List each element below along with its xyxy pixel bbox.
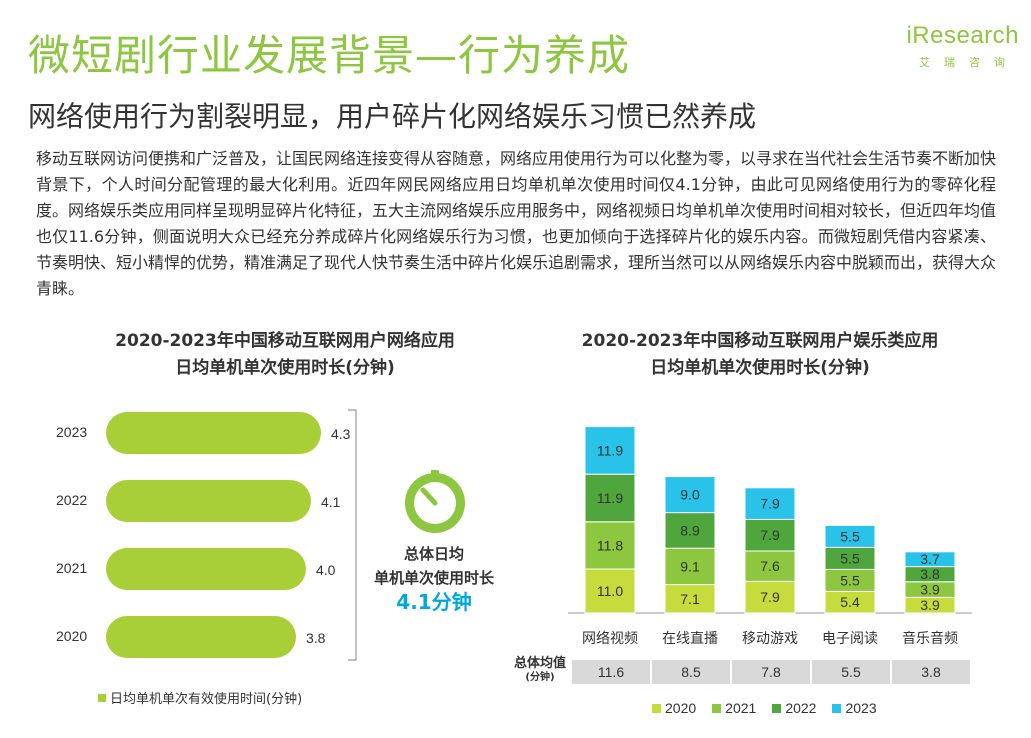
page-title: 微短剧行业发展背景—行为养成 — [28, 31, 631, 80]
category-label: 电子阅读 — [822, 631, 878, 647]
logo-main-text: iResearch — [906, 22, 1019, 49]
segment-value-label: 3.9 — [920, 582, 940, 598]
legend-swatch — [772, 703, 782, 713]
overall-average-value: 4.1分钟 — [396, 590, 472, 614]
stacked-bar-segment — [584, 426, 636, 475]
stacked-bar-segment — [904, 551, 956, 568]
average-cell: 7.8 — [732, 660, 810, 684]
left-chart-year-label: 2023 — [56, 424, 88, 440]
average-row-label: 总体均值 (分钟) — [508, 657, 572, 685]
category-label: 音乐音频 — [902, 631, 958, 647]
average-cell: 3.8 — [892, 660, 970, 684]
category-label: 网络视频 — [582, 631, 638, 647]
logo-sub-text: 艾瑞咨询 — [919, 56, 1019, 69]
stacked-bar-segment — [824, 524, 876, 548]
right-legend: 2020 2021 2022 2023 — [652, 700, 877, 716]
stacked-bar-segment — [664, 512, 716, 549]
legend-item: 2020 — [652, 700, 696, 716]
average-row: 11.6 8.5 7.8 5.5 3.8 — [572, 660, 972, 684]
stacked-bar-segment — [744, 487, 796, 520]
average-cell: 5.5 — [812, 660, 890, 684]
segment-value-label: 7.9 — [760, 589, 780, 605]
left-chart-bar — [106, 412, 321, 454]
left-chart-bar — [106, 548, 306, 590]
left-legend: 日均单机单次有效使用时间(分钟) — [98, 688, 302, 707]
left-chart-value-label: 4.1 — [321, 494, 341, 510]
legend-item: 2023 — [832, 700, 877, 716]
bracket-divider — [348, 409, 357, 661]
left-chart-bar — [106, 616, 296, 658]
segment-value-label: 5.5 — [840, 572, 860, 588]
legend-label: 2023 — [845, 700, 877, 716]
segment-value-label: 11.0 — [597, 583, 623, 599]
legend-item: 2022 — [772, 700, 816, 716]
category-labels: 网络视频 在线直播 移动游戏 电子阅读 音乐音频 — [560, 628, 1000, 650]
category-label: 在线直播 — [662, 631, 718, 647]
stacked-bar-segment — [664, 547, 716, 586]
segment-value-label: 3.9 — [920, 597, 940, 613]
legend-swatch — [832, 703, 842, 713]
page-subtitle: 网络使用行为割裂明显，用户碎片化网络娱乐习惯已然养成 — [28, 100, 757, 133]
stacked-bar-segment — [744, 518, 796, 552]
average-label: 总体均值 — [513, 656, 566, 671]
right-chart-title-line2: 日均单机单次使用时长(分钟) — [650, 358, 870, 378]
legend-swatch — [652, 703, 661, 713]
stacked-bar-chart: 11.0 11.8 11.9 11.9 7.1 9.1 8.9 9.0 7.9 7.6 7.9 7.9… — [568, 426, 972, 614]
segment-value-label: 7.9 — [760, 496, 780, 512]
left-legend-label: 日均单机单次有效使用时间(分钟) — [110, 692, 303, 707]
stacked-bar-segment — [584, 521, 636, 570]
left-chart-title-line1: 2020-2023年中国移动互联网用户网络应用 — [115, 331, 455, 351]
stacked-bar-segment — [664, 476, 716, 514]
iresearch-logo: iResearch 艾瑞咨询 — [906, 22, 1019, 70]
left-chart-bar — [106, 480, 311, 522]
right-chart-title: 2020-2023年中国移动互联网用户娱乐类应用 日均单机单次使用时长(分钟) — [555, 328, 965, 382]
average-cell: 11.6 — [572, 660, 650, 684]
segment-value-label: 7.6 — [760, 558, 780, 574]
left-chart-value-label: 4.0 — [316, 562, 336, 578]
overall-average-line1: 总体日均 — [403, 545, 464, 563]
left-chart-value-label: 3.8 — [306, 630, 326, 646]
clock-icon — [405, 470, 465, 533]
overall-average-box: 总体日均 单机单次使用时长 4.1分钟 — [354, 542, 514, 614]
segment-value-label: 9.0 — [680, 487, 700, 503]
left-chart-value-label: 4.3 — [331, 426, 351, 442]
segment-value-label: 5.5 — [840, 528, 860, 544]
category-label: 移动游戏 — [742, 631, 798, 647]
legend-label: 2021 — [725, 700, 757, 716]
segment-value-label: 7.9 — [760, 527, 780, 543]
stacked-bar-segment — [584, 473, 636, 523]
right-chart-title-line1: 2020-2023年中国移动互联网用户娱乐类应用 — [581, 331, 939, 351]
segment-value-label: 11.8 — [597, 537, 623, 553]
segment-value-label: 8.9 — [680, 522, 700, 538]
segment-value-label: 3.7 — [920, 551, 940, 567]
legend-swatch — [712, 703, 722, 713]
average-cell: 8.5 — [652, 660, 730, 684]
stacked-bar-segment — [744, 550, 796, 582]
legend-label: 2022 — [785, 700, 817, 716]
segment-value-label: 11.9 — [597, 442, 623, 458]
left-chart-title-line2: 日均单机单次使用时长(分钟) — [175, 358, 395, 378]
segment-value-label: 9.1 — [680, 558, 700, 574]
segment-value-label: 7.1 — [680, 591, 700, 607]
average-unit: (分钟) — [525, 672, 555, 683]
overall-average-line2: 单机单次使用时长 — [373, 569, 494, 587]
body-paragraph: 移动互联网访问便携和广泛普及，让国民网络连接变得从容随意，网络应用使用行为可以化… — [36, 149, 997, 298]
segment-value-label: 5.5 — [840, 550, 860, 566]
stacked-bar-segment — [584, 568, 636, 614]
segment-value-label: 5.4 — [840, 594, 860, 610]
stacked-bar-segment — [664, 584, 716, 614]
left-bar-chart: 2023 4.3 2022 4.1 2021 4.0 2020 3.8 — [0, 400, 360, 670]
legend-label: 2020 — [665, 700, 697, 716]
legend-item: 2021 — [712, 700, 756, 716]
left-chart-year-label: 2021 — [56, 560, 88, 576]
left-legend-swatch — [98, 693, 106, 702]
segment-value-label: 3.8 — [920, 566, 940, 582]
left-chart-year-label: 2020 — [56, 628, 88, 644]
left-chart-title: 2020-2023年中国移动互联网用户网络应用 日均单机单次使用时长(分钟) — [80, 328, 490, 382]
segment-value-label: 11.9 — [597, 490, 623, 506]
left-chart-year-label: 2022 — [56, 492, 88, 508]
